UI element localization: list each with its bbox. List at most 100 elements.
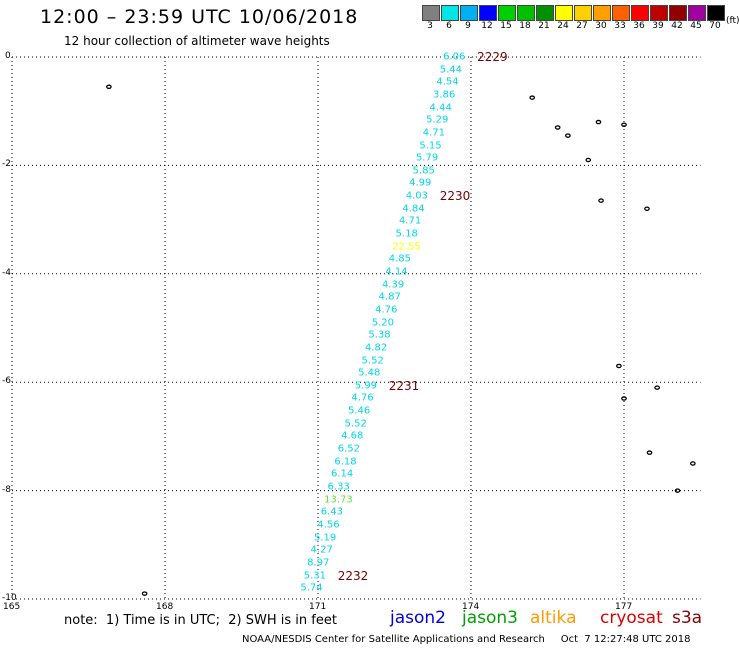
- island-outline: [689, 461, 696, 466]
- island-outline: [554, 125, 561, 130]
- latitude-tick-label: -8: [2, 484, 11, 495]
- wave-height-value: 5.15: [419, 140, 442, 152]
- island-outline: [585, 157, 592, 163]
- latitude-tick-label: 0: [5, 51, 11, 61]
- island-outline: [529, 95, 536, 100]
- island-outline: [646, 450, 653, 455]
- footer-credit: NOAA/NESDIS Center for Satellite Applica…: [242, 634, 691, 645]
- satellite-s3a: s3a: [672, 608, 703, 628]
- wave-height-value: 4.71: [398, 215, 422, 227]
- scale-swatch: [574, 5, 592, 21]
- scale-label: 24: [557, 21, 569, 31]
- wave-height-value: 6.18: [334, 456, 357, 468]
- scale-swatch: [441, 5, 459, 21]
- longitude-tick-label: 165: [3, 602, 21, 612]
- wave-height-value: 5.31: [303, 570, 327, 581]
- longitude-tick-label: 177: [615, 602, 633, 612]
- map-subtitle: 12 hour collection of altimeter wave hei…: [64, 34, 330, 48]
- scale-label: 21: [538, 21, 550, 31]
- wave-height-value: 13.73: [324, 494, 353, 506]
- scale-swatch: [422, 5, 440, 21]
- satellite-jason2: jason2: [390, 608, 446, 628]
- wave-height-value: 4.76: [351, 392, 374, 404]
- latitude-tick-label: -10: [2, 593, 17, 603]
- island-outline: [621, 122, 627, 128]
- scale-label: 27: [576, 21, 588, 31]
- scale-unit-label: (ft): [726, 16, 740, 26]
- scale-swatch: [479, 5, 497, 21]
- wave-height-value: 4.44: [429, 102, 452, 114]
- scale-swatch: [517, 5, 535, 21]
- map-title: 12:00 – 23:59 UTC 10/06/2018: [40, 6, 359, 28]
- wave-height-value: 4.87: [378, 291, 401, 303]
- island-outlines: [106, 84, 696, 596]
- island-outline: [674, 488, 681, 493]
- longitude-tick-label: 171: [309, 602, 327, 612]
- wave-height-value: 6.14: [330, 468, 354, 480]
- wave-height-value: 4.84: [402, 203, 425, 215]
- footer-note: note: 1) Time is in UTC; 2) SWH is in fe…: [64, 613, 337, 628]
- island-outline: [565, 133, 571, 138]
- wave-height-value: 4.71: [422, 127, 446, 139]
- time-marker: 2231: [388, 378, 420, 393]
- wave-height-value: 6.43: [320, 506, 344, 518]
- latitude-tick-label: -4: [2, 267, 11, 278]
- scale-swatch: [669, 5, 687, 21]
- wave-height-value: 5.52: [361, 355, 384, 367]
- wave-height-value: 4.03: [405, 190, 429, 202]
- wave-height-value: 5.79: [415, 152, 439, 164]
- wave-height-value: 4.76: [375, 304, 398, 316]
- scale-swatch: [593, 5, 611, 21]
- wave-height-value: 5.99: [354, 380, 378, 392]
- island-outline: [654, 385, 661, 390]
- time-marker: 2232: [337, 568, 369, 583]
- wave-height-value: 4.82: [364, 342, 388, 354]
- wave-height-value: 4.99: [409, 177, 432, 189]
- scale-label: 42: [671, 21, 683, 31]
- wave-height-value: 5.48: [358, 367, 381, 379]
- wave-height-value: 3.86: [432, 89, 456, 101]
- latitude-tick-label: -6: [2, 376, 11, 387]
- wave-height-value: 4.39: [381, 279, 405, 291]
- wave-height-value: 4.56: [317, 519, 340, 531]
- wave-height-value: 6.33: [327, 481, 350, 493]
- scale-label: 9: [465, 21, 471, 31]
- scale-swatch: [555, 5, 573, 21]
- longitude-tick-label: 168: [156, 602, 174, 612]
- wave-height-value: 5.52: [344, 418, 367, 430]
- scale-label: 33: [614, 21, 626, 31]
- wave-height-value: 4.27: [310, 544, 333, 556]
- island-outline: [644, 206, 650, 212]
- scale-label: 30: [595, 21, 607, 31]
- scale-label: 15: [500, 21, 512, 31]
- scale-label: 18: [519, 21, 531, 31]
- scale-label: 70: [709, 21, 721, 31]
- scale-swatch: [650, 5, 668, 21]
- wave-height-value: 6.06: [443, 51, 466, 63]
- satellite-jason3: jason3: [462, 608, 518, 628]
- scale-label: 45: [690, 21, 702, 31]
- wave-height-value: 5.18: [395, 228, 418, 240]
- wave-height-value: 5.44: [439, 64, 463, 76]
- scale-swatch: [460, 5, 478, 21]
- wave-height-value: 5.46: [347, 405, 371, 417]
- island-outline: [621, 396, 627, 401]
- island-outline: [106, 84, 112, 90]
- island-outline: [616, 363, 622, 369]
- longitude-tick-label: 174: [462, 602, 480, 612]
- scale-label: 39: [652, 21, 664, 31]
- wave-height-value: 4.14: [385, 266, 408, 278]
- wave-height-value: 22.55: [392, 241, 421, 253]
- wave-height-value: 5.74: [300, 582, 323, 594]
- island-outline: [141, 591, 148, 596]
- scale-label: 12: [481, 21, 493, 31]
- wave-height-value: 5.19: [313, 532, 337, 544]
- wave-height-value: 8.97: [307, 557, 330, 569]
- scale-label: 6: [446, 21, 452, 31]
- wave-height-value: 5.29: [426, 114, 449, 126]
- island-outline: [598, 198, 604, 203]
- lat-lon-grid: [11, 56, 701, 600]
- latitude-tick-label: -2: [2, 159, 11, 170]
- wave-height-value: 6.52: [337, 443, 361, 455]
- scale-swatch: [707, 5, 725, 21]
